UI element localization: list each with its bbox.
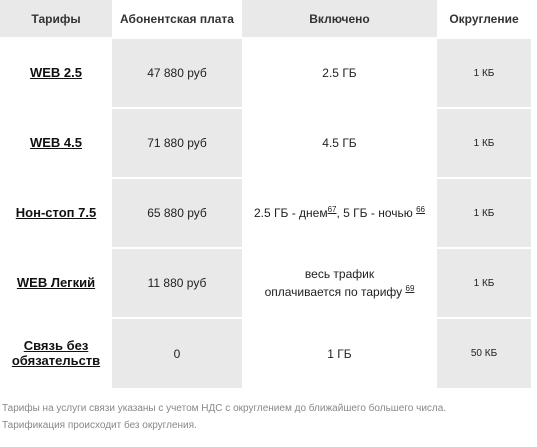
header-fee: Абонентская плата [112,0,242,38]
footnote-link-66[interactable]: 66 [416,205,425,214]
tariff-link-web-light[interactable]: WEB Легкий [16,275,96,290]
tariffs-table: Тарифы Абонентская плата Включено Округл… [0,0,531,388]
note-vat: Тарифы на услуги связи указаны с учетом … [2,403,447,414]
rounding-cell: 1 КБ [437,38,531,108]
tariff-link-web-4-5[interactable]: WEB 4.5 [29,135,82,150]
fee-cell: 11 880 руб [112,247,242,318]
included-cell: 4.5 ГБ [242,107,437,178]
table-row: Нон-стоп 7.5 65 880 руб 2.5 ГБ - днем67,… [0,177,531,248]
rounding-cell: 1 КБ [437,177,531,248]
included-text-night: , 5 ГБ - ночью [336,206,417,220]
tariff-name-cell: WEB 2.5 [0,38,112,108]
included-text: 2.5 ГБ [322,66,357,80]
tariff-link-no-obligations[interactable]: Связь без обязательств [12,338,100,368]
tariff-name-cell: Нон-стоп 7.5 [0,177,112,248]
fee-cell: 65 880 руб [112,177,242,248]
header-rounding: Округление [437,0,531,38]
fee-cell: 71 880 руб [112,107,242,178]
tariff-link-web-2-5[interactable]: WEB 2.5 [29,65,82,80]
included-cell: весь трафик оплачивается по тарифу 69 [242,247,437,318]
included-cell: 1 ГБ [242,317,437,388]
table-row: WEB Легкий 11 880 руб весь трафик оплачи… [0,247,531,318]
header-included: Включено [242,0,437,38]
rounding-cell: 1 КБ [437,107,531,178]
table-row: Связь без обязательств 0 1 ГБ 50 КБ [0,317,531,388]
included-text-line1: весь трафик [304,267,375,281]
tariff-name-cell: WEB Легкий [0,247,112,318]
included-cell: 2.5 ГБ [242,38,437,108]
header-tariff: Тарифы [0,0,112,38]
rounding-cell: 50 КБ [437,317,531,388]
table-row: WEB 4.5 71 880 руб 4.5 ГБ 1 КБ [0,107,531,178]
footnote-link-69[interactable]: 69 [405,284,415,293]
included-text: 4.5 ГБ [322,136,357,150]
included-text: 1 ГБ [327,346,352,361]
note-billing: Тарификация происходит без округления. [2,420,197,431]
footnote-link-67[interactable]: 67 [327,205,337,214]
included-text-day: 2.5 ГБ - днем [253,206,328,220]
tariff-name-cell: Связь без обязательств [0,317,112,388]
tariff-name-line2: обязательств [11,352,101,368]
footnotes: Тарифы на услуги связи указаны с учетом … [0,400,537,434]
included-text-line2: оплачивается по тарифу [264,285,406,299]
tariff-link-non-stop-7-5[interactable]: Нон-стоп 7.5 [15,205,97,220]
tariff-name-cell: WEB 4.5 [0,107,112,178]
fee-cell: 47 880 руб [112,38,242,108]
included-cell: 2.5 ГБ - днем67, 5 ГБ - ночью 66 [242,177,437,248]
rounding-cell: 1 КБ [437,247,531,318]
tariff-name-line1: Связь без [23,337,89,353]
table-header-row: Тарифы Абонентская плата Включено Округл… [0,0,531,38]
fee-cell: 0 [112,317,242,388]
table-row: WEB 2.5 47 880 руб 2.5 ГБ 1 КБ [0,38,531,108]
